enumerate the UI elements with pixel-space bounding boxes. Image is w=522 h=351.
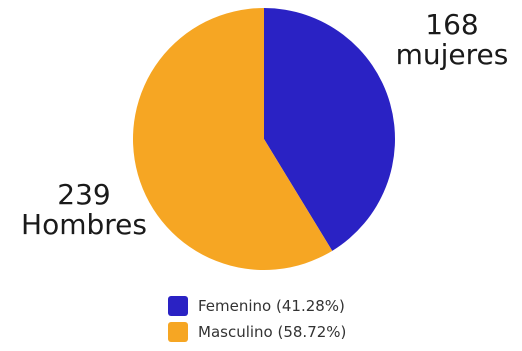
legend: Femenino (41.28%) Masculino (58.72%) <box>168 295 408 347</box>
pie-slice-masculino <box>132 8 333 270</box>
annotation-male-count: 239 <box>57 178 111 211</box>
pie-slice-femenino <box>264 8 395 251</box>
annotation-female: 168 mujeres <box>390 10 514 70</box>
annotation-male: 239 Hombres <box>14 180 154 240</box>
legend-swatch-masculino <box>168 322 188 342</box>
legend-item-femenino: Femenino (41.28%) <box>168 295 408 317</box>
legend-label-femenino: Femenino (41.28%) <box>198 297 345 315</box>
legend-label-masculino: Masculino (58.72%) <box>198 323 347 341</box>
annotation-female-word: mujeres <box>395 38 509 71</box>
legend-swatch-femenino <box>168 296 188 316</box>
annotation-female-count: 168 <box>425 8 479 41</box>
legend-item-masculino: Masculino (58.72%) <box>168 321 408 343</box>
annotation-male-word: Hombres <box>21 208 147 241</box>
